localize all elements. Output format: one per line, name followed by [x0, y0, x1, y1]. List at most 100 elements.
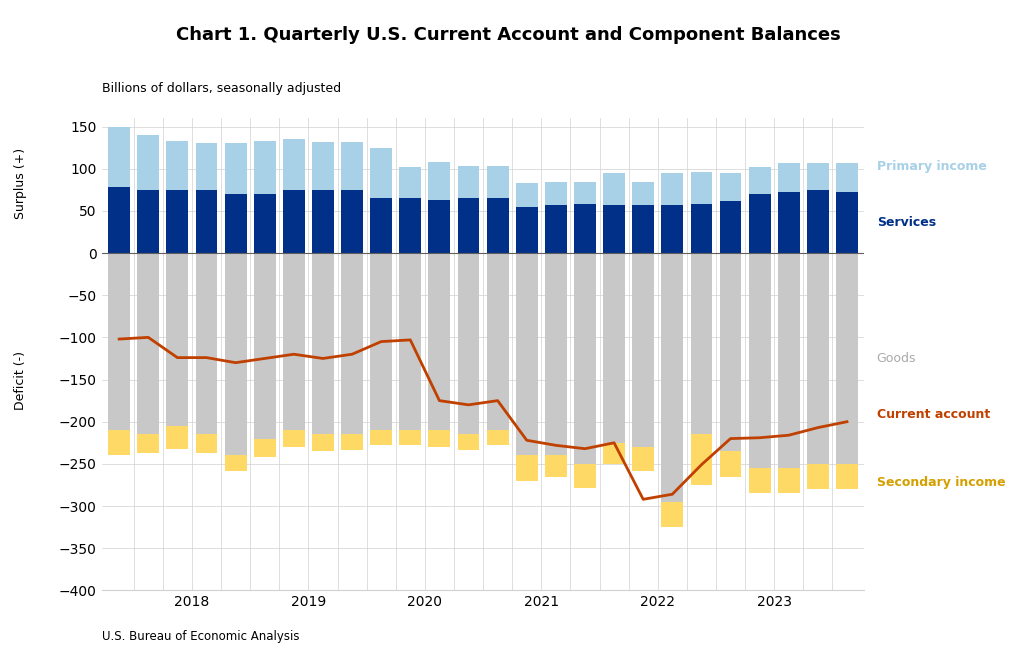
Bar [428, 430, 451, 447]
Bar [545, 253, 566, 455]
Bar [458, 253, 479, 434]
Text: Secondary income: Secondary income [877, 476, 1005, 489]
Bar [633, 253, 654, 447]
Bar [428, 162, 451, 200]
Bar [137, 434, 160, 453]
Bar [254, 253, 276, 439]
Bar [370, 430, 393, 445]
Bar [836, 253, 858, 464]
Bar [720, 201, 741, 253]
Bar [370, 198, 393, 253]
Bar [806, 464, 829, 489]
Text: Deficit (-): Deficit (-) [14, 351, 26, 410]
Bar [225, 253, 246, 455]
Bar [458, 198, 479, 253]
Bar [778, 468, 799, 493]
Bar [516, 183, 538, 207]
Bar [283, 430, 305, 447]
Bar [400, 167, 421, 198]
Bar [691, 172, 712, 204]
Bar [720, 173, 741, 201]
Bar [195, 190, 218, 253]
Bar [633, 205, 654, 253]
Bar [749, 468, 771, 493]
Bar [225, 194, 246, 253]
Text: Chart 1. Quarterly U.S. Current Account and Component Balances: Chart 1. Quarterly U.S. Current Account … [176, 26, 841, 44]
Bar [836, 163, 858, 192]
Bar [283, 190, 305, 253]
Bar [167, 190, 188, 253]
Bar [108, 127, 130, 187]
Bar [691, 204, 712, 253]
Bar [458, 166, 479, 198]
Bar [108, 187, 130, 253]
Bar [428, 253, 451, 430]
Bar [633, 447, 654, 470]
Bar [778, 163, 799, 192]
Bar [574, 182, 596, 204]
Bar [836, 464, 858, 489]
Bar [137, 253, 160, 434]
Bar [749, 167, 771, 194]
Bar [108, 253, 130, 430]
Bar [661, 173, 683, 205]
Bar [806, 253, 829, 464]
Bar [603, 443, 625, 464]
Text: Services: Services [877, 216, 936, 229]
Bar [603, 205, 625, 253]
Bar [167, 141, 188, 190]
Bar [341, 434, 363, 449]
Bar [370, 253, 393, 430]
Bar [312, 142, 334, 190]
Bar [225, 455, 246, 470]
Text: Billions of dollars, seasonally adjusted: Billions of dollars, seasonally adjusted [102, 82, 341, 95]
Bar [691, 434, 712, 485]
Bar [720, 451, 741, 476]
Bar [487, 430, 508, 445]
Bar [400, 198, 421, 253]
Bar [487, 253, 508, 430]
Bar [370, 148, 393, 198]
Bar [428, 200, 451, 253]
Bar [545, 182, 566, 205]
Text: Current account: Current account [877, 409, 990, 421]
Bar [487, 166, 508, 198]
Bar [254, 194, 276, 253]
Bar [574, 204, 596, 253]
Bar [661, 205, 683, 253]
Bar [836, 192, 858, 253]
Bar [516, 253, 538, 455]
Bar [661, 502, 683, 527]
Bar [749, 253, 771, 468]
Bar [603, 173, 625, 205]
Bar [778, 192, 799, 253]
Bar [661, 253, 683, 502]
Bar [195, 144, 218, 190]
Text: Surplus (+): Surplus (+) [14, 148, 26, 219]
Bar [574, 464, 596, 487]
Bar [749, 194, 771, 253]
Bar [400, 430, 421, 445]
Bar [167, 253, 188, 426]
Bar [516, 455, 538, 481]
Bar [720, 253, 741, 451]
Bar [225, 144, 246, 194]
Bar [137, 190, 160, 253]
Bar [312, 434, 334, 451]
Bar [778, 253, 799, 468]
Bar [283, 253, 305, 430]
Bar [603, 253, 625, 443]
Bar [167, 426, 188, 449]
Bar [283, 139, 305, 190]
Bar [545, 455, 566, 476]
Bar [108, 430, 130, 455]
Bar [691, 253, 712, 434]
Bar [195, 434, 218, 453]
Bar [516, 207, 538, 253]
Bar [806, 163, 829, 190]
Bar [574, 253, 596, 464]
Bar [195, 253, 218, 434]
Bar [341, 253, 363, 434]
Bar [341, 190, 363, 253]
Bar [341, 142, 363, 190]
